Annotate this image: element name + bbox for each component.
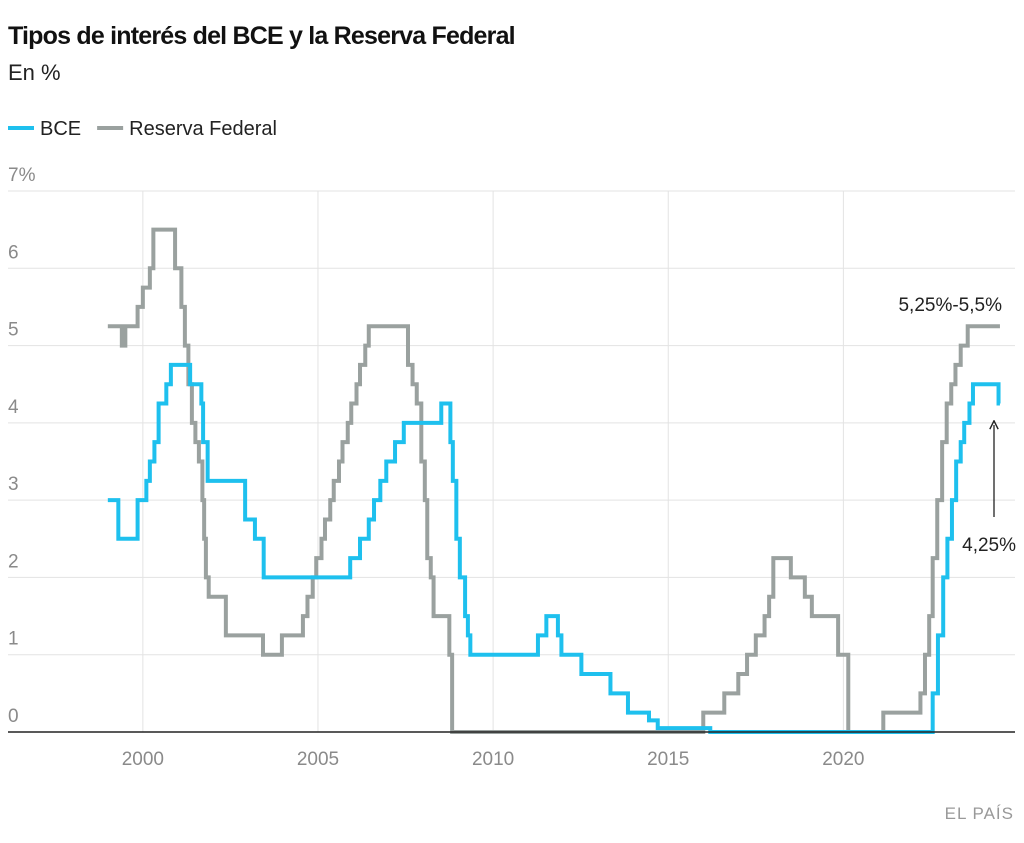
y-tick-label: 4 [8, 397, 19, 418]
x-tick-label: 2000 [122, 749, 164, 770]
source: EL PAÍS [945, 804, 1014, 823]
y-tick-label: 5 [8, 320, 19, 341]
x-tick-label: 2010 [472, 749, 514, 770]
series-line [107, 362, 1001, 734]
legend-label: BCE [40, 118, 81, 140]
y-tick-label: 3 [8, 474, 19, 495]
x-tick-label: 2005 [297, 749, 339, 770]
y-tick-label: 0 [8, 706, 19, 727]
y-tick-label: 2 [8, 551, 19, 572]
y-tick-label: 1 [8, 629, 19, 650]
legend-label: Reserva Federal [129, 118, 277, 140]
y-tick-label: 7% [8, 165, 36, 186]
grid: 0 1 2 3 4 5 6 7% 2000 2005 2010 2015 2020 [8, 165, 1015, 770]
legend: BCE Reserva Federal [8, 118, 277, 140]
chart-subtitle: En % [8, 60, 61, 85]
x-tick-label: 2015 [647, 749, 689, 770]
y-tick-label: 6 [8, 242, 19, 263]
annotation: 5,25%-5,5% [898, 295, 1002, 316]
chart-title: Tipos de interés del BCE y la Reserva Fe… [8, 22, 515, 50]
lines [107, 227, 1001, 734]
x-tick-label: 2020 [822, 749, 864, 770]
annotation: 4,25% [962, 535, 1016, 556]
